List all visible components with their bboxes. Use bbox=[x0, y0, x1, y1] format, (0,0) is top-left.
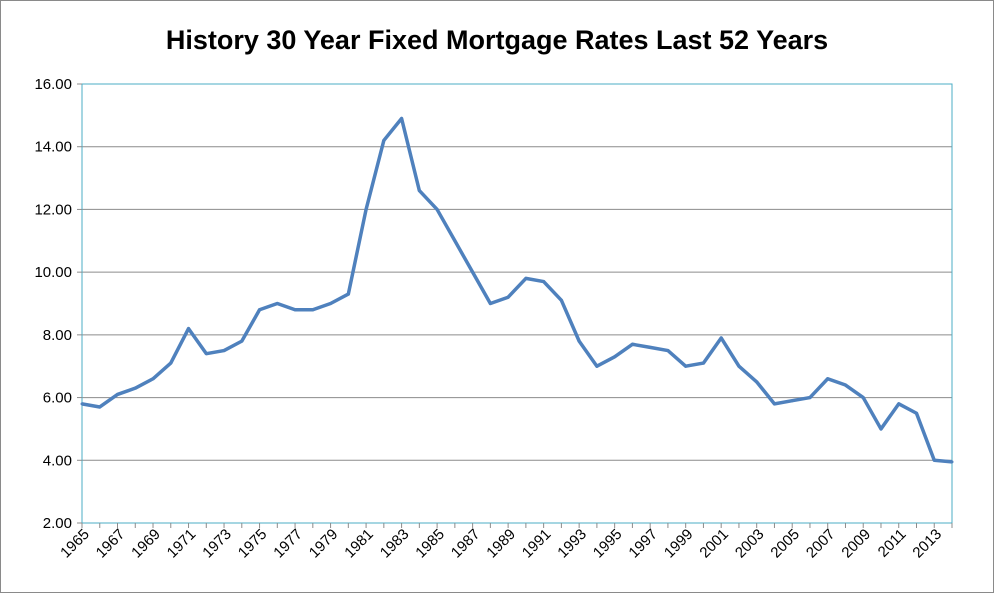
data-point bbox=[790, 399, 794, 403]
plot-area-border bbox=[81, 83, 953, 524]
y-tick-label: 6.00 bbox=[43, 390, 72, 407]
data-point bbox=[116, 392, 120, 396]
data-point bbox=[613, 355, 617, 359]
y-tick-label: 2.00 bbox=[43, 515, 72, 532]
y-tick-label: 14.00 bbox=[34, 139, 72, 156]
data-point bbox=[204, 352, 208, 356]
y-tick-label: 12.00 bbox=[34, 201, 72, 218]
x-tick-label: 1979 bbox=[306, 526, 342, 562]
data-point bbox=[595, 364, 599, 368]
data-point bbox=[950, 460, 954, 464]
x-tick-label: 2009 bbox=[838, 526, 874, 562]
data-point bbox=[169, 361, 173, 365]
x-tick-label: 1973 bbox=[199, 526, 235, 562]
y-axis-ticks: 2.00 4.00 6.00 8.00 10.00 12.00 14.00 16.00 bbox=[34, 76, 82, 532]
data-point bbox=[187, 327, 191, 331]
x-tick-label: 1999 bbox=[661, 526, 697, 562]
data-point bbox=[98, 405, 102, 409]
data-point bbox=[346, 292, 350, 296]
y-tick-label: 4.00 bbox=[43, 452, 72, 469]
x-tick-label: 1997 bbox=[625, 526, 661, 562]
data-point bbox=[897, 402, 901, 406]
data-point bbox=[808, 396, 812, 400]
data-point bbox=[559, 298, 563, 302]
data-point bbox=[577, 339, 581, 343]
chart-title: History 30 Year Fixed Mortgage Rates Las… bbox=[166, 25, 828, 55]
data-point bbox=[329, 302, 333, 305]
data-point bbox=[151, 377, 155, 381]
data-point bbox=[843, 383, 847, 387]
data-point bbox=[222, 349, 226, 353]
data-point bbox=[417, 189, 421, 193]
data-point bbox=[879, 427, 883, 431]
data-point bbox=[542, 280, 546, 284]
data-point bbox=[772, 402, 776, 406]
data-point bbox=[80, 402, 84, 406]
data-point bbox=[382, 138, 386, 142]
x-tick-label: 2003 bbox=[732, 526, 768, 562]
data-points bbox=[80, 116, 954, 464]
y-tick-label: 8.00 bbox=[43, 327, 72, 344]
data-point bbox=[400, 116, 404, 120]
data-point bbox=[684, 364, 688, 368]
x-tick-label: 1989 bbox=[483, 526, 519, 562]
data-point bbox=[133, 386, 137, 390]
data-point bbox=[719, 336, 723, 340]
x-tick-label: 1987 bbox=[448, 526, 484, 562]
y-tick-label: 16.00 bbox=[34, 76, 72, 93]
x-tick-label: 1971 bbox=[164, 526, 200, 562]
data-point bbox=[932, 458, 936, 462]
data-point bbox=[914, 411, 918, 415]
data-point bbox=[364, 207, 368, 211]
x-tick-label: 1981 bbox=[341, 526, 377, 562]
gridlines bbox=[82, 83, 952, 524]
data-point bbox=[630, 342, 634, 346]
data-point bbox=[488, 302, 492, 305]
x-tick-label: 1983 bbox=[377, 526, 413, 562]
x-tick-label: 2001 bbox=[696, 526, 732, 562]
data-point bbox=[453, 239, 457, 243]
data-point bbox=[471, 270, 475, 274]
y-tick-label: 10.00 bbox=[34, 264, 72, 281]
data-point bbox=[275, 302, 279, 305]
data-point bbox=[666, 349, 670, 353]
x-tick-label: 2011 bbox=[875, 526, 910, 561]
data-point bbox=[258, 308, 262, 312]
x-tick-label: 1967 bbox=[93, 526, 129, 562]
data-point bbox=[240, 339, 244, 343]
data-point bbox=[311, 308, 315, 312]
x-tick-label: 2007 bbox=[803, 526, 839, 562]
data-point bbox=[755, 380, 759, 384]
data-point bbox=[701, 361, 705, 365]
data-point bbox=[737, 364, 741, 368]
x-tick-label: 1969 bbox=[128, 526, 164, 562]
x-axis-ticks: 1965 1967 1969 1971 1973 1975 1977 1979 1981 1983… bbox=[57, 523, 953, 562]
data-point bbox=[648, 345, 652, 349]
data-point bbox=[506, 295, 510, 299]
data-point bbox=[293, 308, 297, 312]
x-tick-label: 1977 bbox=[270, 526, 306, 562]
data-point bbox=[861, 396, 865, 400]
data-point bbox=[435, 207, 439, 211]
x-tick-label: 2005 bbox=[767, 526, 803, 562]
x-tick-label: 1991 bbox=[519, 526, 555, 562]
data-point bbox=[524, 276, 528, 280]
data-point bbox=[826, 377, 830, 381]
x-tick-label: 1985 bbox=[412, 526, 448, 562]
series-line-mortgage-rate bbox=[81, 116, 953, 464]
x-tick-label: 2013 bbox=[909, 526, 945, 562]
x-tick-label: 1993 bbox=[554, 526, 590, 562]
x-tick-label: 1975 bbox=[235, 526, 271, 562]
x-tick-label: 1995 bbox=[590, 526, 626, 562]
